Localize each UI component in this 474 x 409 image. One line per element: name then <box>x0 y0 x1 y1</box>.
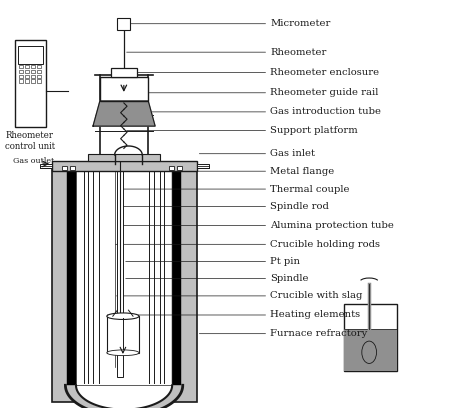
Bar <box>344 304 397 371</box>
Polygon shape <box>65 385 183 409</box>
Bar <box>37 70 41 73</box>
Text: Furnace refractory: Furnace refractory <box>270 329 367 338</box>
Text: Spindle: Spindle <box>270 274 309 283</box>
Bar <box>67 170 76 385</box>
Bar <box>19 65 23 68</box>
Bar <box>25 70 29 73</box>
Text: Gas inlet: Gas inlet <box>270 149 315 158</box>
Bar <box>111 68 137 76</box>
Bar <box>76 170 172 385</box>
Text: Crucible with slag: Crucible with slag <box>270 291 363 300</box>
Bar <box>107 316 139 353</box>
Bar <box>19 74 23 78</box>
Bar <box>31 70 35 73</box>
Bar <box>70 166 74 170</box>
Text: Support platform: Support platform <box>270 126 358 135</box>
Bar <box>169 166 173 170</box>
Polygon shape <box>93 101 155 126</box>
Text: Rheometer: Rheometer <box>270 48 327 57</box>
Bar <box>100 76 148 101</box>
Bar <box>40 164 52 168</box>
Bar <box>76 170 172 385</box>
Bar <box>172 170 182 385</box>
Bar <box>37 65 41 68</box>
Text: Rheometer
control unit: Rheometer control unit <box>5 131 55 151</box>
Bar <box>177 166 182 170</box>
Text: Spindle rod: Spindle rod <box>270 202 329 211</box>
Bar <box>37 79 41 83</box>
Bar <box>31 65 35 68</box>
Ellipse shape <box>107 350 139 355</box>
Bar <box>89 154 160 161</box>
Text: Crucible holding rods: Crucible holding rods <box>270 240 380 249</box>
Bar <box>37 74 41 78</box>
Bar <box>18 46 43 64</box>
Ellipse shape <box>107 313 139 319</box>
Bar <box>52 168 197 402</box>
Bar <box>52 161 197 171</box>
Bar <box>25 79 29 83</box>
Bar <box>19 70 23 73</box>
Ellipse shape <box>362 341 376 364</box>
Polygon shape <box>76 385 172 409</box>
Text: Rheometer guide rail: Rheometer guide rail <box>270 88 379 97</box>
Text: Heating elements: Heating elements <box>270 310 360 319</box>
Text: Rheometer enclosure: Rheometer enclosure <box>270 68 379 77</box>
Bar <box>31 79 35 83</box>
Text: Gas outlet: Gas outlet <box>13 157 55 165</box>
Text: Pt pin: Pt pin <box>270 257 300 266</box>
Bar <box>25 74 29 78</box>
Text: Gas introduction tube: Gas introduction tube <box>270 108 381 117</box>
Bar <box>62 166 67 170</box>
Bar <box>118 170 123 377</box>
Bar <box>67 172 182 385</box>
Text: Micrometer: Micrometer <box>270 19 330 28</box>
Bar <box>344 330 397 371</box>
Bar <box>118 18 130 30</box>
Bar <box>15 40 46 127</box>
Text: Alumina protection tube: Alumina protection tube <box>270 221 394 230</box>
Bar <box>19 79 23 83</box>
Bar <box>31 74 35 78</box>
Text: Metal flange: Metal flange <box>270 167 335 176</box>
Bar <box>25 65 29 68</box>
Bar <box>197 164 209 168</box>
Text: Thermal couple: Thermal couple <box>270 184 350 193</box>
